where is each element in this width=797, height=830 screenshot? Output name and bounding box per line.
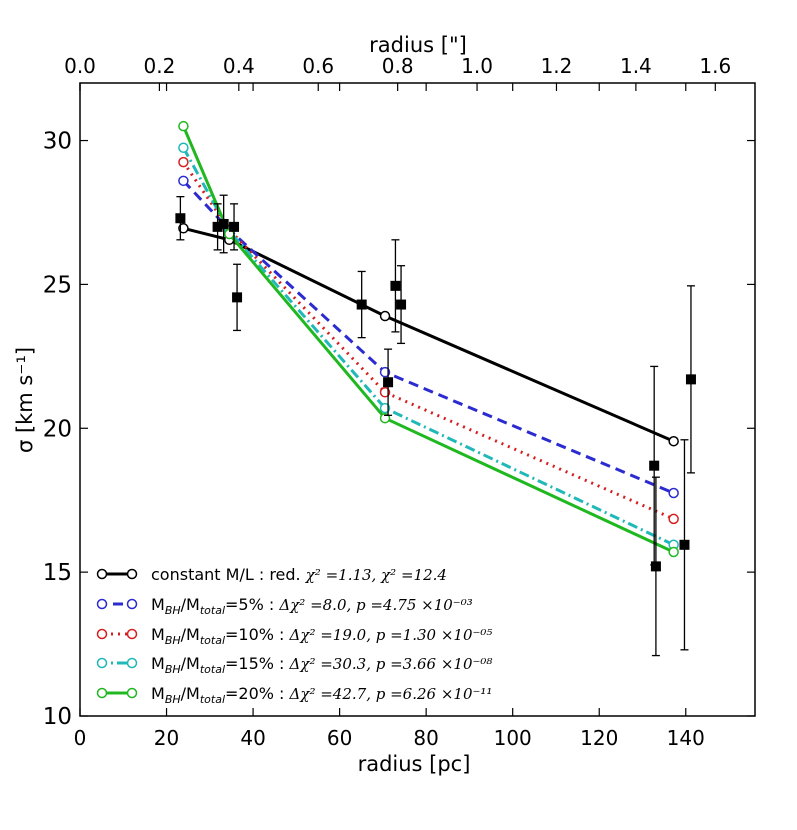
series-4-point-3 — [668, 546, 679, 558]
legend-label-10pct: MBH/Mtotal=10% : Δχ² =19.0, p =1.30 ×10⁻… — [151, 625, 492, 647]
data-point-3 — [229, 221, 240, 232]
data-point-0 — [175, 213, 186, 224]
x2-tick-label-8: 1.6 — [699, 54, 731, 78]
y-tick-label-2: 20 — [43, 416, 72, 442]
x-tick-label-0: 0 — [74, 726, 87, 750]
series-line-4 — [182, 125, 675, 554]
plot-frame — [79, 82, 756, 717]
data-point-5 — [356, 299, 367, 310]
x-axis-title: radius [pc] — [358, 752, 471, 776]
observed-data-layer — [175, 194, 696, 657]
series-0-point-3 — [668, 435, 679, 447]
series-line-0 — [183, 226, 675, 443]
series-1-point-0 — [178, 175, 189, 187]
x2-tick-label-6: 1.2 — [541, 54, 573, 78]
data-point-7 — [390, 280, 401, 291]
x-tick-label-2: 40 — [240, 726, 265, 750]
x2-tick-label-3: 0.6 — [302, 54, 334, 78]
legend-entry-20pct: MBH/Mtotal=20% : Δχ² =42.7, p =6.26 ×10⁻… — [96, 684, 492, 706]
x2-tick-label-1: 0.2 — [144, 54, 176, 78]
y-tick-label-4: 30 — [43, 129, 72, 155]
series-line-3 — [182, 147, 675, 547]
y-tick-label-3: 25 — [43, 272, 72, 298]
x-tick-label-6: 120 — [580, 726, 618, 750]
data-point-12 — [685, 374, 696, 385]
x-tick-label-7: 140 — [667, 726, 705, 750]
legend-label-constant: constant M/L : red. χ² =1.13, χ² =12.4 — [151, 565, 447, 584]
top-axis-title: radius ["] — [369, 33, 467, 57]
x-axis-ticks: 0 20 40 60 80 100 120 140 — [74, 83, 705, 750]
series-0-point-0 — [178, 223, 189, 234]
data-point-10 — [650, 561, 661, 572]
data-point-11 — [679, 539, 690, 550]
series-2-point-0 — [178, 156, 189, 168]
legend-entry-5pct: MBH/Mtotal=5% : Δχ² =8.0, p =4.75 ×10⁻⁰³ — [96, 595, 473, 617]
x-tick-label-1: 20 — [154, 726, 179, 750]
y-axis-title: σ [km s⁻¹] — [13, 347, 37, 453]
legend-label-5pct: MBH/Mtotal=5% : Δχ² =8.0, p =4.75 ×10⁻⁰³ — [151, 595, 473, 617]
top-axis-ticks: 0.0 0.2 0.4 0.6 0.8 1.0 1.2 1.4 1.6 — [64, 54, 731, 91]
legend-entry-10pct: MBH/Mtotal=10% : Δχ² =19.0, p =1.30 ×10⁻… — [96, 625, 492, 647]
series-4-point-0 — [178, 120, 189, 132]
model-series-layer — [178, 120, 679, 558]
legend-entry-15pct: MBH/Mtotal=15% : Δχ² =30.3, p =3.66 ×10⁻… — [96, 654, 492, 676]
series-3-point-2 — [379, 402, 391, 414]
legend: constant M/L : red. χ² =1.13, χ² =12.4 M… — [96, 565, 492, 706]
x-tick-label-5: 100 — [494, 726, 532, 750]
series-0-point-2 — [379, 310, 391, 322]
series-2-point-3 — [668, 513, 679, 525]
y-tick-label-1: 15 — [43, 560, 72, 586]
x2-tick-label-2: 0.4 — [223, 54, 255, 78]
data-point-6 — [383, 377, 394, 388]
series-line-1 — [182, 179, 675, 495]
data-point-1 — [212, 221, 223, 232]
x2-tick-label-7: 1.4 — [620, 54, 652, 78]
series-1-point-3 — [668, 487, 679, 499]
series-1-point-2 — [379, 366, 391, 378]
legend-entry-constant: constant M/L : red. χ² =1.13, χ² =12.4 — [96, 565, 447, 584]
data-point-8 — [396, 299, 407, 310]
series-3-point-0 — [178, 142, 189, 153]
legend-label-15pct: MBH/Mtotal=15% : Δχ² =30.3, p =3.66 ×10⁻… — [151, 654, 492, 676]
x2-tick-label-5: 1.0 — [461, 54, 493, 78]
y-tick-label-0: 10 — [43, 704, 72, 730]
data-point-2 — [218, 218, 229, 229]
data-point-9 — [649, 460, 660, 471]
y-axis-ticks: 10 15 20 25 30 — [43, 129, 755, 730]
x-tick-label-3: 60 — [327, 726, 352, 750]
series-2-point-2 — [379, 387, 391, 398]
x2-tick-label-0: 0.0 — [64, 54, 96, 78]
x-tick-label-4: 80 — [413, 726, 438, 750]
data-point-4 — [232, 292, 243, 303]
legend-label-20pct: MBH/Mtotal=20% : Δχ² =42.7, p =6.26 ×10⁻… — [151, 684, 492, 706]
x2-tick-label-4: 0.8 — [382, 54, 414, 78]
